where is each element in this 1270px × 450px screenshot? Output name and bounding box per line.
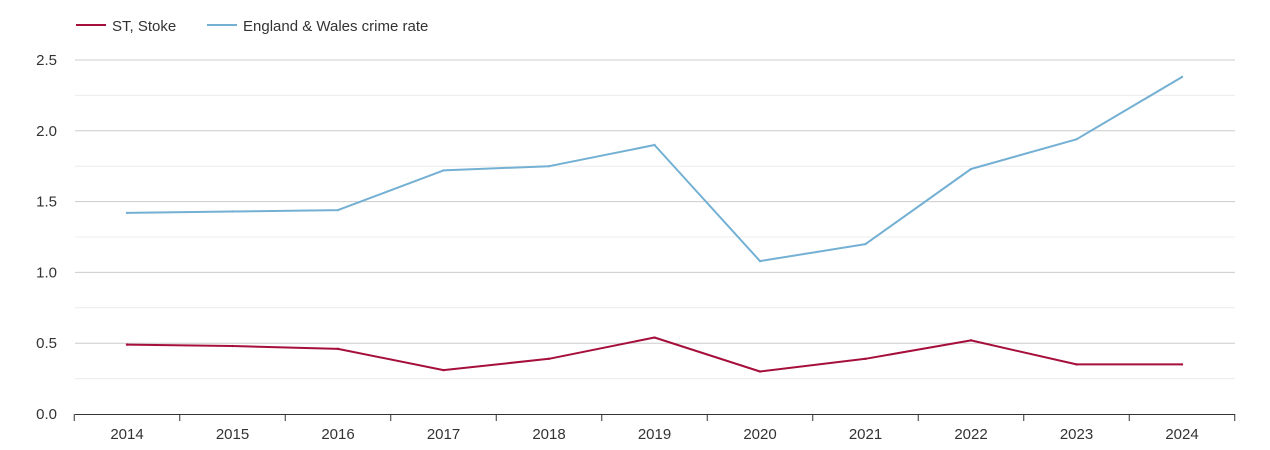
data-point-stoke xyxy=(864,357,867,360)
legend-item-england-wales[interactable]: England & Wales crime rate xyxy=(207,18,428,35)
x-tick-label: 2016 xyxy=(321,426,354,443)
data-point-stoke xyxy=(1075,363,1078,366)
series-line-england-wales xyxy=(126,76,1183,263)
data-point-england-wales xyxy=(442,169,445,172)
data-point-england-wales xyxy=(1075,138,1078,141)
data-point-england-wales xyxy=(1180,75,1184,79)
series-lines xyxy=(125,75,1184,373)
data-point-stoke xyxy=(1180,363,1184,366)
data-point-stoke xyxy=(231,344,234,348)
x-tick-label: 2020 xyxy=(743,426,776,443)
data-point-stoke xyxy=(969,339,973,342)
data-point-stoke xyxy=(547,357,551,360)
data-point-england-wales xyxy=(336,208,340,212)
data-point-england-wales xyxy=(864,242,867,246)
data-point-stoke xyxy=(653,336,656,339)
x-tick-label: 2021 xyxy=(849,426,882,443)
data-point-england-wales xyxy=(125,211,129,215)
x-axis: 2014 2015 2016 2017 2018 2019 2020 2021 2022 2023… xyxy=(73,414,1236,443)
legend-item-stoke[interactable]: ST, Stoke xyxy=(76,18,176,35)
data-point-england-wales xyxy=(547,165,551,168)
data-point-england-wales xyxy=(653,143,656,147)
y-tick-label: 2.5 xyxy=(36,52,57,69)
data-point-england-wales xyxy=(231,210,234,213)
data-point-stoke xyxy=(336,347,340,351)
data-point-stoke xyxy=(442,368,445,372)
legend: ST, Stoke England & Wales crime rate xyxy=(76,18,428,35)
y-tick-label: 0.0 xyxy=(36,406,57,423)
y-tick-label: 2.0 xyxy=(36,123,57,140)
data-point-england-wales xyxy=(969,167,973,171)
y-tick-label: 0.5 xyxy=(36,335,57,352)
x-tick-label: 2023 xyxy=(1060,426,1093,443)
gridlines xyxy=(75,59,1235,380)
x-tick-label: 2015 xyxy=(216,426,249,443)
x-tick-label: 2018 xyxy=(532,426,565,443)
x-tick-label: 2019 xyxy=(638,426,671,443)
data-point-stoke xyxy=(125,343,129,346)
x-tick-label: 2022 xyxy=(954,426,987,443)
y-axis: 0.0 0.5 1.0 1.5 2.0 2.5 xyxy=(36,52,57,423)
data-point-england-wales xyxy=(758,259,762,263)
y-tick-label: 1.5 xyxy=(36,194,57,211)
series-line-stoke xyxy=(126,336,1182,373)
data-point-stoke xyxy=(758,370,762,373)
legend-label-stoke: ST, Stoke xyxy=(112,18,176,35)
x-tick-label: 2017 xyxy=(427,426,460,443)
y-tick-label: 1.0 xyxy=(36,264,57,281)
x-tick-label: 2024 xyxy=(1165,426,1198,443)
legend-label-england-wales: England & Wales crime rate xyxy=(243,18,428,35)
x-tick-label: 2014 xyxy=(110,426,143,443)
